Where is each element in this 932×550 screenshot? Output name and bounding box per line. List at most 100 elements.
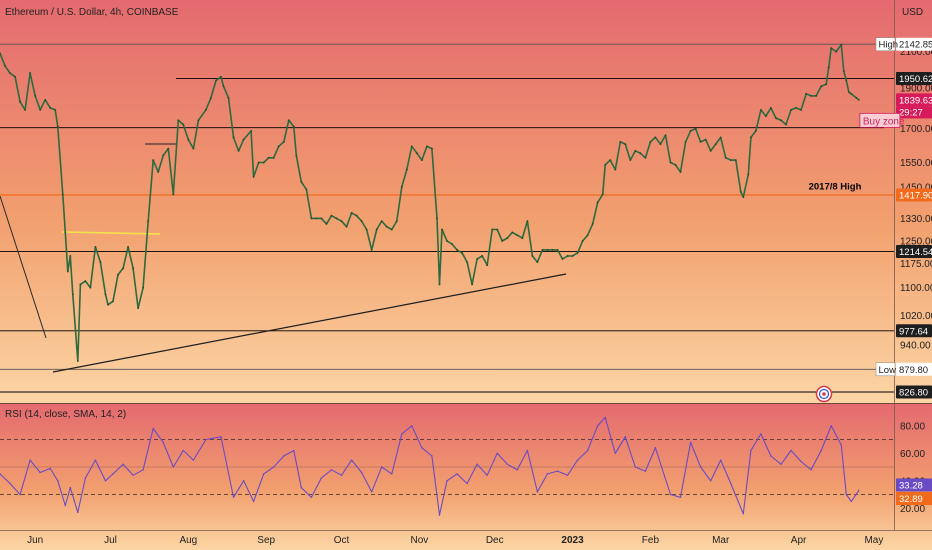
time-tick-label: Apr	[791, 535, 807, 546]
price-tag: 826.80	[899, 388, 928, 399]
price-point	[501, 240, 504, 242]
price-point	[835, 50, 838, 53]
price-tag-sub: 29:27	[899, 107, 923, 118]
rsi-point	[94, 459, 97, 461]
price-point	[486, 264, 489, 267]
rsi-point	[411, 425, 413, 427]
price-point	[345, 225, 348, 228]
price-point	[305, 188, 308, 191]
price-point	[644, 156, 647, 159]
rsi-point	[750, 449, 752, 452]
price-point	[541, 249, 544, 251]
descending-trendline[interactable]	[0, 195, 47, 339]
rsi-value-tag: 32.89	[899, 494, 923, 505]
ascending-support-trendline[interactable]	[52, 273, 567, 373]
buy-zone-label: Buy zone	[863, 116, 905, 127]
price-point	[14, 75, 16, 78]
price-point	[780, 119, 782, 122]
rsi-point	[604, 416, 606, 419]
price-point	[476, 258, 479, 260]
price-point	[267, 156, 270, 159]
rsi-point	[421, 447, 423, 449]
rsi-point	[300, 486, 303, 489]
rsi-point	[401, 433, 403, 435]
rsi-point	[858, 489, 860, 492]
rsi-point	[506, 463, 508, 465]
main-price-ticks: 2100.00 1900.00 1700.00 1550.00 1450.00 1330.…	[900, 47, 932, 352]
rsi-point	[456, 473, 458, 475]
rsi-point	[476, 463, 478, 465]
price-point	[438, 283, 441, 286]
price-point	[287, 119, 290, 122]
rsi-point	[39, 471, 41, 474]
price-tag: 1839.63	[899, 95, 932, 106]
price-point	[571, 255, 574, 257]
rsi-point	[730, 482, 732, 485]
price-point	[649, 140, 652, 143]
price-point	[805, 93, 808, 95]
rsi-point	[205, 438, 207, 441]
price-point	[112, 300, 114, 303]
price-point	[375, 228, 378, 231]
chart-title[interactable]: Ethereum / U.S. Dollar, 4h, COINBASE	[5, 7, 179, 18]
price-point	[591, 223, 594, 225]
chart-widget-icon[interactable]	[815, 385, 833, 403]
price-point	[330, 214, 333, 217]
rsi-point	[438, 514, 441, 516]
rsi-value-tag: 33.28	[899, 480, 923, 491]
level-label-bg	[875, 362, 896, 377]
level-label: High	[879, 40, 899, 51]
price-point	[471, 283, 474, 286]
price-tick-label: 1450.00	[900, 182, 932, 193]
price-point	[162, 154, 165, 157]
price-point	[71, 293, 74, 296]
price-tag-bg	[896, 37, 932, 51]
price-point	[719, 136, 722, 139]
price-point	[350, 212, 353, 214]
rsi-title[interactable]: RSI (14, close, SMA, 14, 2)	[5, 409, 126, 420]
price-tick-label: 1100.00	[900, 283, 932, 294]
rsi-point	[391, 473, 393, 475]
price-point	[664, 134, 667, 137]
buy-zone-box[interactable]	[859, 112, 901, 128]
price-point	[272, 156, 275, 159]
rsi-point	[644, 470, 647, 472]
price-point	[785, 123, 787, 126]
currency-label[interactable]: USD	[902, 7, 923, 18]
price-tag-bg	[896, 188, 932, 202]
price-point	[94, 246, 97, 248]
price-point	[749, 136, 752, 139]
price-point	[521, 237, 524, 240]
price-point	[257, 161, 260, 164]
rsi-point	[232, 496, 235, 498]
rsi-point	[576, 459, 579, 461]
price-point	[624, 143, 627, 146]
rsi-pane-background	[0, 404, 932, 550]
price-point	[34, 94, 37, 97]
price-line[interactable]	[0, 43, 860, 362]
rsi-tick-label: 20.00	[900, 504, 925, 515]
rsi-point	[840, 444, 842, 446]
price-point	[679, 171, 682, 173]
rsi-tick-label: 60.00	[900, 449, 925, 460]
price-point	[39, 109, 42, 111]
price-point	[56, 125, 59, 128]
rsi-point	[172, 466, 174, 468]
rsi-point	[446, 480, 448, 482]
yellow-resistance-line[interactable]	[61, 231, 161, 235]
price-point	[674, 163, 677, 166]
price-point	[182, 123, 185, 126]
price-series	[0, 43, 860, 362]
price-point	[639, 152, 642, 155]
price-point	[566, 255, 569, 257]
price-point	[684, 140, 687, 143]
price-point	[132, 267, 134, 270]
price-point	[415, 152, 418, 155]
time-tick-label: May	[864, 535, 883, 546]
price-point	[581, 240, 584, 242]
price-tag: 879.80	[899, 365, 928, 376]
rsi-point	[340, 474, 343, 476]
price-point	[561, 258, 564, 260]
price-tick-label: 1700.00	[900, 124, 932, 135]
time-tick-label: 2023	[561, 535, 584, 546]
